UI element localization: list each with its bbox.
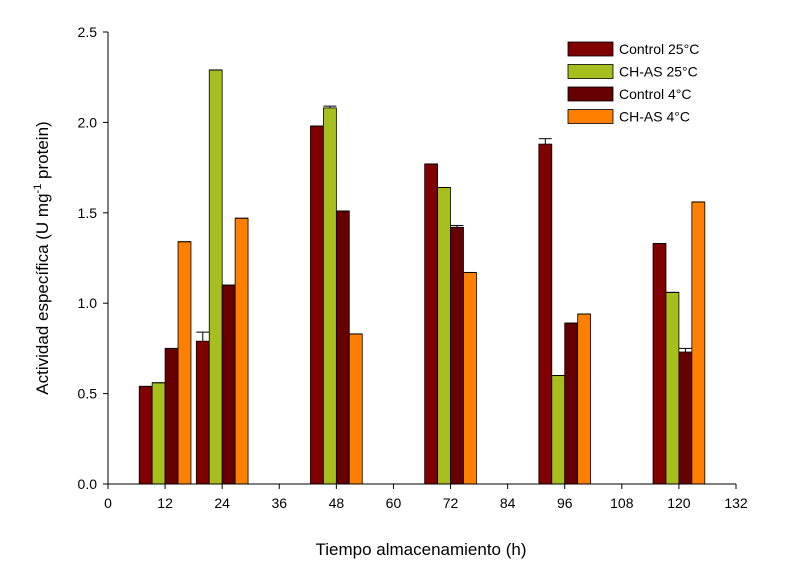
y-axis-label-tail: protein) (33, 121, 52, 183)
bar-ch-as-25-c-96 (551, 375, 566, 485)
x-tick-label: 36 (271, 495, 287, 511)
y-axis-label-main: Actividad específica (U mg (33, 193, 52, 394)
bar-control-4-c-120 (678, 351, 693, 485)
legend-swatch (567, 41, 614, 57)
legend-swatch (567, 109, 614, 124)
x-tick-label: 132 (724, 495, 748, 511)
y-axis-label: Actividad específica (U mg-1 protein) (32, 121, 52, 394)
bar-control-4-c-24 (221, 284, 236, 485)
x-tick-label: 120 (667, 495, 691, 511)
legend-label: Control 4°C (619, 86, 692, 102)
bar-ch-as-4-c-120 (691, 201, 706, 485)
y-tick-label: 0.0 (78, 476, 98, 492)
x-tick-label: 96 (557, 495, 573, 511)
x-ticks-group: 0 12 24 36 48 60 72 84 96 108 120 132 (104, 484, 748, 511)
bar-ch-as-4-c-24 (234, 217, 249, 485)
bar-control-25-c-24 (195, 340, 210, 485)
x-tick-label: 84 (500, 495, 516, 511)
y-ticks-group: 0.0 0.5 1.0 1.5 2.0 2.5 (78, 24, 108, 492)
bar-control-25-c-12 (138, 385, 153, 485)
bar-control-25-c-120 (652, 243, 667, 485)
y-tick-label: 0.5 (78, 386, 98, 402)
bar-control-25-c-96 (538, 143, 553, 485)
bar-ch-as-25-c-48 (323, 107, 337, 485)
bar-control-25-c-72 (424, 163, 439, 485)
x-tick-label: 48 (329, 495, 345, 511)
bar-ch-as-25-c-24 (208, 69, 223, 485)
bar-ch-as-4-c-48 (348, 333, 363, 485)
legend: Control 25°C CH-AS 25°C Control 4°C CH-AS 4… (567, 41, 699, 125)
bar-control-4-c-96 (564, 322, 579, 485)
bar-control-25-c-48 (310, 125, 324, 485)
legend-label: Control 25°C (619, 41, 699, 57)
error-bars-group (139, 69, 705, 387)
bar-control-4-c-72 (450, 226, 464, 485)
y-tick-label: 1.5 (78, 205, 98, 221)
bar-control-4-c-48 (335, 210, 350, 485)
x-tick-label: 12 (157, 495, 173, 511)
y-tick-label: 2.5 (78, 24, 98, 40)
legend-swatch (567, 86, 614, 102)
bar-ch-as-25-c-12 (151, 382, 166, 485)
y-axis-label-superscript: -1 (32, 184, 44, 194)
legend-label: CH-AS 25°C (619, 64, 698, 80)
x-tick-label: 108 (610, 495, 634, 511)
y-tick-label: 2.0 (78, 114, 98, 130)
y-tick-label: 1.0 (78, 295, 98, 311)
bar-control-4-c-12 (164, 347, 179, 485)
bar-ch-as-4-c-12 (177, 241, 192, 485)
bar-ch-as-4-c-96 (577, 313, 592, 485)
legend-swatch (567, 64, 614, 79)
bar-ch-as-4-c-72 (463, 272, 477, 485)
x-axis-label: Tiempo almacenamiento (h) (315, 540, 526, 559)
x-tick-label: 0 (104, 495, 112, 511)
x-tick-label: 60 (386, 495, 402, 511)
x-tick-label: 72 (443, 495, 459, 511)
x-tick-label: 24 (214, 495, 230, 511)
bar-ch-as-25-c-72 (437, 187, 451, 485)
legend-label: CH-AS 4°C (619, 109, 690, 125)
bar-ch-as-25-c-120 (665, 291, 680, 485)
